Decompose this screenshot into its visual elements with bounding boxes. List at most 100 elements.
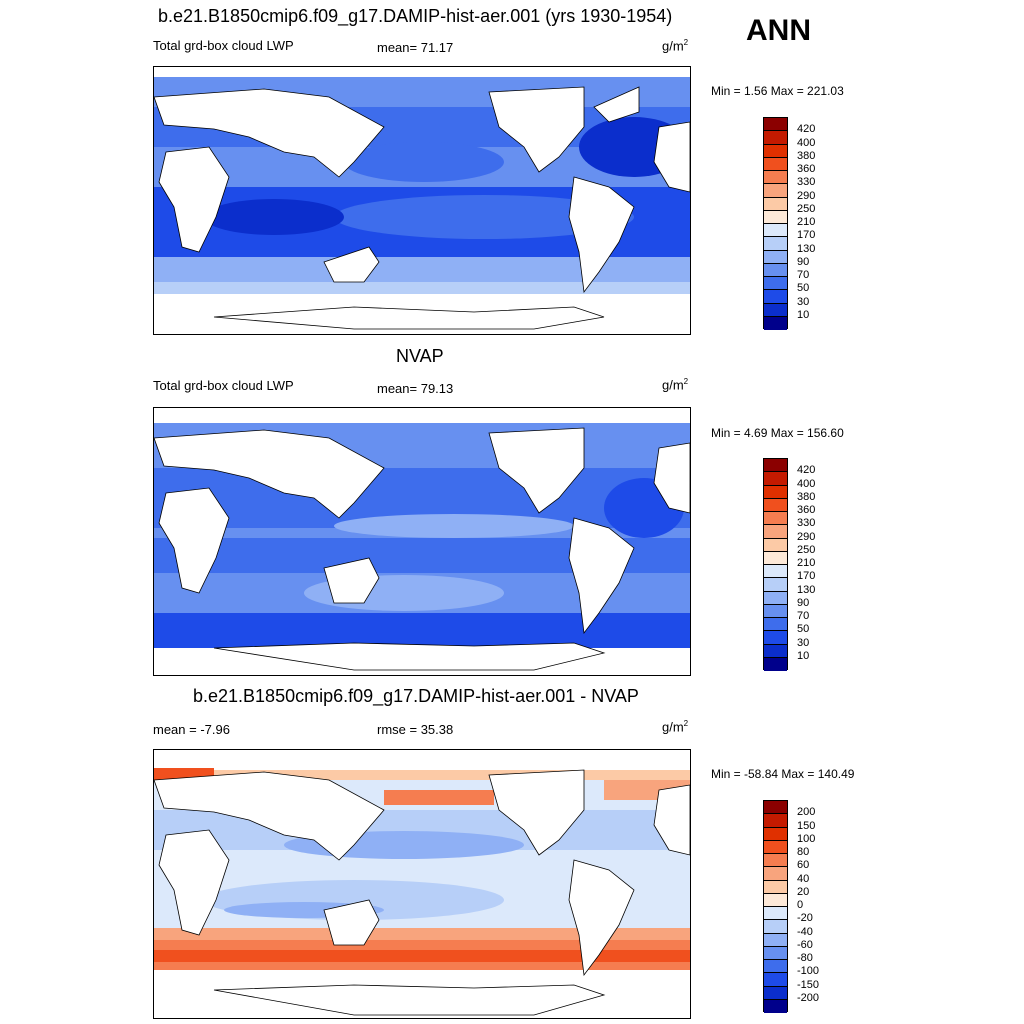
panel-3-minmax-label: Min = -58.84 Max = 140.49 (711, 767, 855, 781)
colorbar-swatch (764, 210, 787, 224)
colorbar-tick-label: 60 (797, 859, 810, 872)
panel-2-colorbar (763, 458, 788, 671)
colorbar-swatch (764, 854, 787, 868)
panel-3-map-field (154, 750, 690, 1018)
colorbar-tick-label: 360 (797, 163, 816, 175)
colorbar-swatch (764, 631, 787, 645)
colorbar-tick-label: 380 (797, 149, 816, 162)
colorbar-swatch (764, 512, 787, 526)
colorbar-swatch (764, 840, 787, 854)
panel-3-colorbar (763, 800, 788, 1013)
colorbar-swatch (764, 197, 787, 211)
panel-2-title: NVAP (396, 346, 444, 366)
colorbar-swatch (764, 485, 787, 499)
colorbar-tick-label: 170 (797, 570, 816, 583)
colorbar-swatch (764, 867, 787, 881)
colorbar-tick-label: 10 (797, 308, 810, 321)
colorbar-tick-label: -40 (797, 925, 813, 938)
colorbar-swatch (764, 525, 787, 539)
colorbar-swatch (764, 920, 787, 934)
panel-1-map (153, 66, 691, 335)
colorbar-tick-label: -100 (797, 965, 820, 978)
colorbar-tick-label: 290 (797, 530, 816, 543)
colorbar-swatch (764, 565, 787, 579)
panel-1-map-field (154, 67, 690, 334)
colorbar-tick-label: 100 (797, 832, 816, 845)
colorbar-tick-label: 30 (797, 636, 810, 649)
colorbar-tick-label: 130 (797, 583, 816, 596)
colorbar-tick-label: 170 (797, 229, 816, 242)
colorbar-tick-label: -200 (797, 991, 820, 1004)
panel-1-mean-label: mean= 71.17 (377, 40, 454, 55)
colorbar-swatch (764, 472, 787, 486)
colorbar-swatch (764, 827, 787, 841)
colorbar-tick-label: 40 (797, 872, 810, 885)
panel-2-variable-label: Total grd-box cloud LWP (153, 378, 294, 393)
colorbar-swatch (764, 814, 787, 828)
colorbar-swatch (764, 250, 787, 264)
colorbar-swatch (764, 263, 787, 277)
panel-1-variable-label: Total grd-box cloud LWP (153, 38, 294, 53)
colorbar-swatch (764, 893, 787, 907)
panel-2-minmax-label: Min = 4.69 Max = 156.60 (711, 426, 844, 440)
colorbar-tick-label: 80 (797, 846, 810, 858)
panel-3-rmse-label: rmse = 35.38 (377, 722, 454, 737)
colorbar-tick-label: 130 (797, 242, 816, 255)
colorbar-swatch (764, 551, 787, 565)
colorbar-tick-label: 50 (797, 623, 810, 636)
panel-2-map (153, 407, 691, 676)
colorbar-swatch (764, 118, 787, 132)
colorbar-swatch (764, 184, 787, 198)
panel-2-mean-label: mean= 79.13 (377, 381, 454, 396)
colorbar-swatch (764, 498, 787, 512)
colorbar-swatch (764, 237, 787, 251)
colorbar-tick-label: 150 (797, 819, 816, 832)
panel-2-unit-label: g/m2 (662, 377, 689, 393)
colorbar-swatch (764, 657, 787, 671)
colorbar-swatch (764, 290, 787, 304)
colorbar-tick-label: -150 (797, 978, 820, 991)
colorbar-tick-label: 20 (797, 885, 810, 898)
colorbar-swatch (764, 986, 787, 1000)
panel-1-colorbar (763, 117, 788, 330)
colorbar-tick-label: 210 (797, 557, 816, 569)
colorbar-tick-label: 250 (797, 543, 816, 556)
colorbar-swatch (764, 644, 787, 658)
colorbar-swatch (764, 538, 787, 552)
colorbar-tick-label: 290 (797, 189, 816, 202)
colorbar-tick-label: 330 (797, 517, 816, 530)
panel-3-unit-label: g/m2 (662, 719, 689, 735)
colorbar-swatch (764, 591, 787, 605)
colorbar-swatch (764, 604, 787, 618)
colorbar-swatch (764, 277, 787, 291)
colorbar-tick-label: 400 (797, 136, 816, 149)
season-label: ANN (746, 14, 811, 47)
panel-2-map-field (154, 408, 690, 675)
colorbar-swatch (764, 224, 787, 238)
colorbar-tick-label: 210 (797, 216, 816, 228)
colorbar-swatch (764, 171, 787, 185)
colorbar-tick-label: -60 (797, 938, 813, 951)
colorbar-swatch (764, 946, 787, 960)
colorbar-swatch (764, 157, 787, 171)
colorbar-swatch (764, 933, 787, 947)
colorbar-swatch (764, 316, 787, 330)
panel-3-mean-label: mean = -7.96 (153, 722, 230, 737)
colorbar-tick-label: 200 (797, 806, 816, 819)
colorbar-tick-label: 70 (797, 269, 810, 281)
colorbar-swatch (764, 973, 787, 987)
colorbar-tick-label: 30 (797, 295, 810, 308)
colorbar-tick-label: 380 (797, 490, 816, 503)
panel-1-minmax-label: Min = 1.56 Max = 221.03 (711, 84, 844, 98)
panel-3-map (153, 749, 691, 1019)
colorbar-tick-label: 360 (797, 504, 816, 516)
colorbar-tick-label: 90 (797, 596, 810, 609)
colorbar-swatch (764, 907, 787, 921)
colorbar-swatch (764, 303, 787, 317)
colorbar-tick-label: -20 (797, 912, 813, 925)
colorbar-tick-label: 0 (797, 899, 804, 911)
colorbar-tick-label: 70 (797, 610, 810, 622)
colorbar-tick-label: 50 (797, 282, 810, 295)
colorbar-tick-label: 420 (797, 464, 816, 477)
panel-1-unit-label: g/m2 (662, 38, 689, 54)
